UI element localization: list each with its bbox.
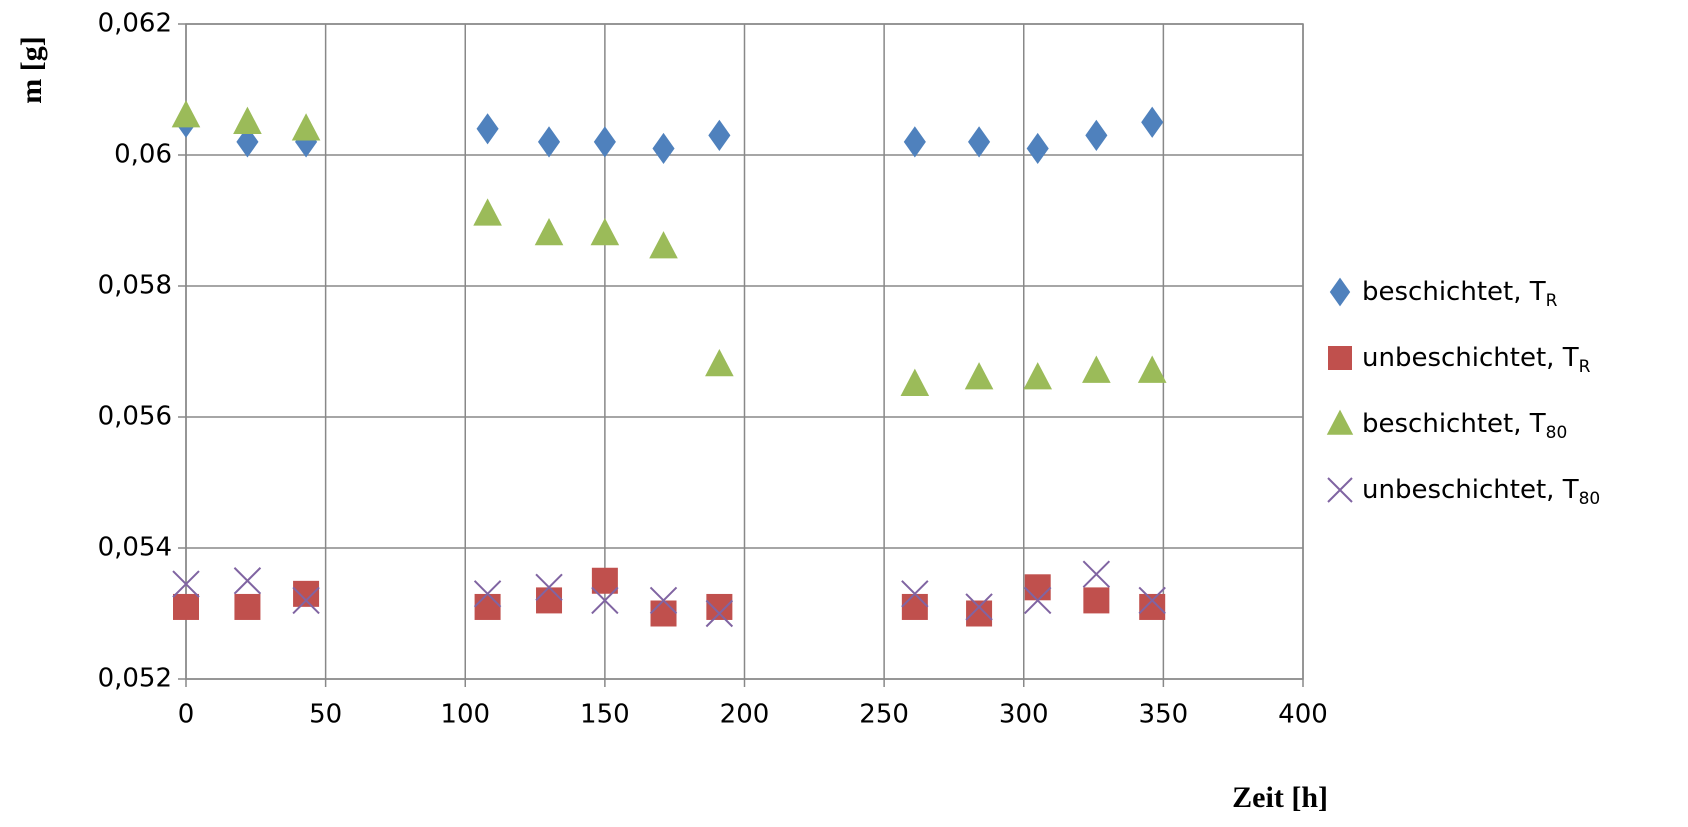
point	[473, 198, 502, 226]
legend-label: beschichtet, T80	[1362, 409, 1567, 444]
point	[903, 126, 926, 158]
point	[593, 126, 616, 158]
point	[537, 126, 561, 158]
y-tick-label: 0,062	[98, 9, 172, 39]
x-tick-label: 100	[440, 700, 490, 730]
point	[1024, 574, 1051, 601]
point	[473, 580, 502, 608]
point	[1024, 586, 1052, 615]
point	[964, 362, 994, 390]
point	[705, 599, 734, 628]
point	[536, 587, 563, 614]
point	[591, 586, 619, 615]
point	[534, 218, 564, 246]
point	[233, 106, 262, 134]
point	[591, 567, 618, 594]
plot-frame	[185, 23, 1304, 680]
point	[706, 593, 733, 620]
point	[649, 586, 678, 615]
point	[234, 593, 261, 620]
point	[966, 600, 993, 627]
point	[1137, 355, 1167, 383]
x-tick-label: 0	[178, 700, 195, 730]
point	[901, 580, 929, 608]
y-tick-label: 0,06	[114, 140, 172, 170]
point	[965, 593, 993, 621]
point	[293, 580, 320, 607]
point	[292, 586, 320, 615]
point	[1138, 586, 1166, 615]
point	[649, 231, 678, 259]
point	[708, 119, 731, 151]
x-tick-label: 200	[720, 700, 770, 730]
legend-subscript: R	[1546, 291, 1558, 311]
x-tick-label: 150	[580, 700, 630, 730]
y-tick-label: 0,054	[98, 533, 172, 563]
point	[1082, 355, 1111, 383]
point	[173, 593, 199, 620]
legend-marker	[1329, 277, 1351, 307]
point	[650, 600, 677, 627]
point	[476, 113, 499, 145]
point	[968, 126, 991, 158]
legend-name: unbeschichtet, T	[1362, 475, 1579, 505]
legend-subscript: 80	[1579, 489, 1601, 509]
legend-name: unbeschichtet, T	[1362, 343, 1579, 373]
x-tick-label: 300	[999, 700, 1049, 730]
point	[291, 113, 321, 141]
legend-subscript: 80	[1546, 423, 1568, 443]
y-tick-label: 0,058	[98, 271, 172, 301]
point	[1026, 132, 1049, 165]
y-tick-label: 0,056	[98, 402, 172, 432]
y-axis-label: m [g]	[15, 36, 48, 103]
x-tick-label: 250	[859, 700, 909, 730]
legend-subscript: R	[1579, 357, 1591, 377]
point	[474, 593, 501, 620]
legend-label: unbeschichtet, TR	[1362, 343, 1591, 378]
point	[1082, 560, 1111, 588]
legend-name: beschichtet, T	[1362, 277, 1546, 307]
point	[1083, 587, 1110, 614]
legend-marker	[1327, 477, 1353, 503]
x-tick-label: 400	[1278, 700, 1328, 730]
x-axis-label: Zeit [h]	[1232, 781, 1328, 814]
x-tick-label: 50	[309, 700, 342, 730]
point	[1085, 119, 1108, 151]
point	[172, 570, 200, 598]
point	[652, 132, 675, 165]
point	[900, 368, 930, 396]
point	[1139, 593, 1166, 620]
x-tick-label: 350	[1139, 700, 1189, 730]
legend-label: beschichtet, TR	[1362, 277, 1558, 312]
legend-marker	[1328, 346, 1352, 370]
point	[233, 567, 262, 595]
point	[1023, 362, 1053, 390]
point	[590, 218, 620, 246]
legend-name: beschichtet, T	[1362, 409, 1546, 439]
point	[901, 593, 928, 620]
legend-label: unbeschichtet, T80	[1362, 475, 1600, 510]
point	[535, 573, 563, 602]
point	[236, 126, 259, 158]
point	[705, 349, 734, 377]
point	[1141, 106, 1164, 138]
y-tick-label: 0,052	[98, 664, 172, 694]
legend-marker	[1326, 409, 1354, 435]
point	[171, 100, 201, 128]
